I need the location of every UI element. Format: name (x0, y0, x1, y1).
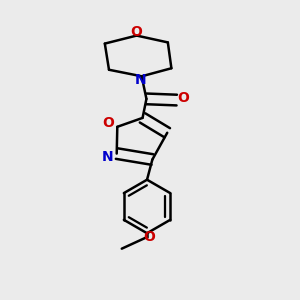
Text: O: O (103, 116, 114, 130)
Text: O: O (177, 91, 189, 105)
Text: O: O (131, 25, 142, 39)
Text: N: N (101, 149, 113, 164)
Text: N: N (134, 73, 146, 87)
Text: O: O (143, 230, 155, 244)
